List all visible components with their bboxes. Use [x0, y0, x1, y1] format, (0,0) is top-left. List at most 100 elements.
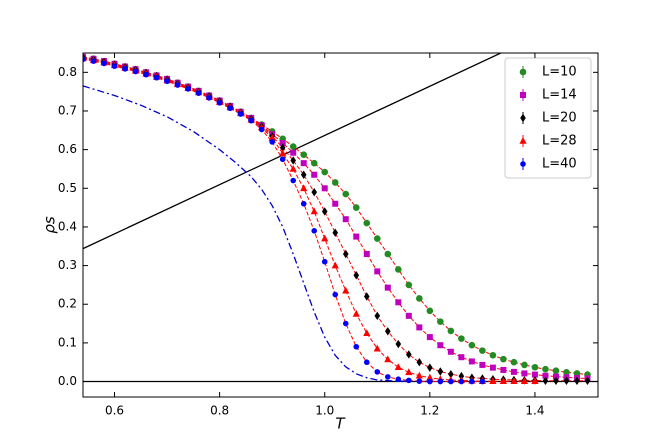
marker	[279, 143, 286, 152]
plot-area	[83, 53, 598, 385]
y-tick-label: 0.2	[58, 297, 77, 311]
marker	[290, 149, 297, 156]
marker	[542, 372, 549, 379]
marker	[290, 156, 297, 165]
marker	[332, 291, 339, 298]
marker	[500, 366, 507, 373]
marker	[469, 378, 475, 385]
marker	[101, 60, 107, 67]
marker	[395, 376, 402, 383]
marker	[289, 143, 297, 150]
marker	[321, 207, 328, 216]
marker	[353, 271, 360, 280]
marker	[311, 187, 318, 197]
marker	[331, 261, 339, 269]
marker	[353, 233, 360, 240]
marker	[290, 177, 297, 184]
marker	[468, 358, 475, 365]
marker	[542, 376, 549, 385]
marker	[279, 156, 286, 163]
marker	[552, 367, 560, 375]
marker	[521, 370, 528, 377]
y-tick-label: 0.3	[58, 258, 77, 272]
legend-label: L=20	[542, 111, 577, 126]
marker	[437, 342, 444, 349]
marker	[300, 160, 307, 167]
marker	[342, 320, 349, 327]
y-tick-label: 0.6	[58, 142, 77, 156]
marker	[90, 58, 97, 64]
marker	[395, 339, 402, 349]
marker	[206, 95, 212, 101]
marker	[363, 250, 370, 257]
marker	[363, 219, 371, 227]
marker	[531, 377, 539, 384]
marker	[342, 286, 350, 294]
marker	[321, 258, 328, 265]
x-tick-label: 1.4	[525, 404, 544, 418]
marker	[331, 179, 339, 186]
marker	[352, 309, 360, 317]
marker	[563, 368, 570, 376]
reference-line	[83, 85, 430, 383]
x-axis-label: T	[335, 415, 346, 433]
marker	[458, 335, 465, 342]
x-tick-label: 1.2	[420, 404, 439, 418]
marker	[143, 71, 149, 78]
marker	[384, 355, 392, 363]
marker	[500, 355, 507, 363]
marker	[111, 63, 118, 69]
marker	[300, 200, 307, 207]
marker	[437, 318, 444, 325]
marker	[132, 68, 139, 75]
marker	[332, 200, 339, 207]
marker	[384, 250, 392, 258]
marker	[405, 281, 413, 289]
marker	[448, 378, 454, 385]
marker	[279, 149, 287, 157]
marker	[416, 324, 423, 331]
marker	[237, 111, 244, 117]
marker	[353, 343, 360, 350]
marker	[342, 216, 349, 223]
marker	[321, 185, 328, 192]
marker	[426, 334, 433, 341]
marker	[373, 235, 381, 242]
marker	[394, 363, 402, 371]
marker	[521, 361, 528, 369]
marker	[437, 367, 444, 376]
marker	[122, 66, 128, 72]
marker	[448, 369, 454, 379]
marker	[489, 351, 497, 359]
marker	[300, 151, 308, 158]
marker	[195, 90, 202, 96]
fit-line	[83, 57, 535, 382]
marker	[574, 376, 580, 385]
marker	[468, 341, 476, 349]
marker	[374, 311, 381, 321]
legend-label: L=14	[542, 88, 577, 103]
y-tick-label: 0.7	[58, 103, 77, 117]
y-tick-label: 0.0	[58, 374, 77, 388]
y-tick-label: 0.8	[58, 65, 77, 79]
marker	[374, 369, 381, 375]
marker	[363, 359, 370, 366]
marker	[153, 74, 160, 81]
marker	[458, 378, 465, 385]
x-tick-label: 0.8	[210, 404, 229, 418]
marker	[311, 171, 318, 178]
marker	[174, 82, 181, 88]
marker	[268, 134, 276, 141]
marker	[269, 139, 275, 145]
y-tick-label: 0.5	[58, 181, 77, 195]
marker	[437, 378, 444, 385]
marker	[395, 266, 402, 273]
marker	[520, 377, 529, 384]
marker	[531, 371, 538, 378]
marker	[216, 100, 223, 106]
marker	[489, 377, 497, 384]
marker	[311, 227, 318, 234]
axes-frame	[82, 52, 599, 398]
marker	[553, 376, 559, 385]
